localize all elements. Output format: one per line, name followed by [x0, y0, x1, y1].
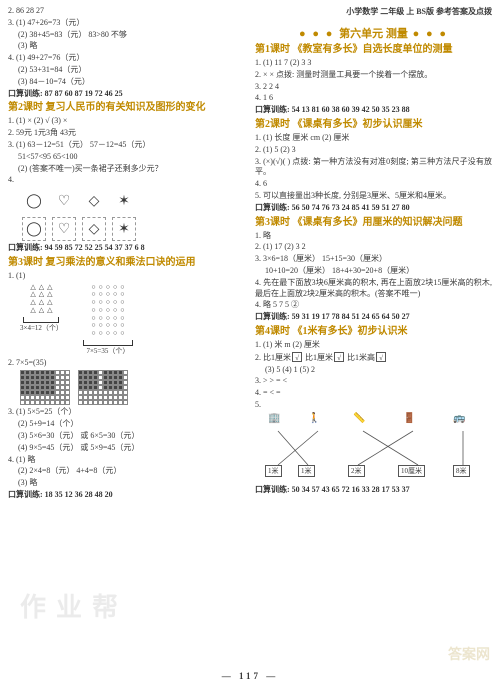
text: (3) 略 [8, 41, 245, 52]
star-dashed: ✶ [112, 217, 136, 241]
heart-dashed: ♡ [52, 217, 76, 241]
lesson-heading: 第3课时 《课桌有多长》用厘米的知识解决问题 [255, 217, 492, 229]
page-header: 小学数学 二年级 上 BS版 参考答案及点拨 [255, 6, 492, 21]
unit-title: ● ● ● 第六单元 测量 ● ● ● [255, 25, 492, 41]
text: 2. 7×5=(35) [8, 358, 245, 369]
watermark-corner: 答案网 [448, 644, 490, 664]
training-label: 口算训练: 18 35 12 36 28 48 20 [8, 490, 113, 499]
text: (3) 5 (4) 1 (5) 2 [255, 365, 492, 376]
label: 10厘米 [398, 465, 425, 477]
text: 2. 86 28 27 [8, 6, 245, 17]
label: 1米 [265, 465, 282, 477]
ruler-icon: 📏 [353, 413, 365, 424]
training-label: 口算训练: 87 87 60 87 19 72 46 25 [8, 89, 123, 98]
bus-icon: 🚌 [453, 413, 465, 424]
text: 1. 略 [255, 231, 492, 242]
text: (3) 略 [8, 478, 245, 489]
text: 4. (1) 49+27=76（元） [8, 53, 245, 64]
building-icon: 🏢 [268, 413, 280, 424]
page-number: — 117 — [0, 671, 500, 681]
text: 1. (1) × (2) √ (3) × [8, 116, 245, 127]
text: 10+10=20（厘米） 18+4+30=20+8（厘米） [255, 266, 492, 277]
star-shape: ✶ [112, 189, 136, 213]
lesson-heading: 第3课时 复习乘法的意义和乘法口诀的运用 [8, 257, 245, 269]
circle-dashed: ◯ [22, 217, 46, 241]
grid-1 [20, 370, 70, 405]
training-label: 口算训练: 94 59 85 72 52 25 54 37 37 6 8 [8, 243, 145, 252]
equation: 7×5=35（个） [86, 346, 129, 356]
text: 4. = < = [255, 388, 492, 399]
label: 8米 [453, 465, 470, 477]
text: 3. (×)(√)( ) 点拨: 第一种方法没有对准0刻度; 第三种方法尺子没有… [255, 157, 492, 179]
text: 1. (1) 长度 厘米 cm (2) 厘米 [255, 133, 492, 144]
text: 4. 1 6 [255, 93, 492, 104]
text: 2. (1) 17 (2) 3 2 [255, 242, 492, 253]
grid-diagrams [8, 370, 245, 405]
circle-shape: ◯ [22, 189, 46, 213]
matching-diagram: 🏢 🚶 📏 🚪 🚌 1米 1米 2米 10厘米 8米 [263, 413, 492, 483]
text: (2) (答案不唯一)买一条裙子还剩多少元？ [8, 164, 245, 175]
text: 3. 3×6=18（厘米） 15+15=30（厘米） [255, 254, 492, 265]
lesson-heading: 第4课时 《1米有多长》初步认识米 [255, 326, 492, 338]
shapes-row: ◯ ♡ ◇ ✶ [8, 187, 245, 215]
training-label: 口算训练: 50 34 57 43 65 72 16 33 28 17 53 3… [255, 485, 410, 494]
text: 2. (1) 5 (2) 3 [255, 145, 492, 156]
text: 5. [255, 400, 492, 411]
training-label: 口算训练: 56 50 74 76 73 24 85 41 59 51 27 8… [255, 203, 410, 212]
text: 2. × × 点拨: 测量时测量工具要一个挨着一个摆放。 [255, 70, 492, 81]
unit-text: 第六单元 测量 [339, 28, 408, 40]
diamond-dashed: ◇ [82, 217, 106, 241]
shapes-row: ◯ ♡ ◇ ✶ [8, 215, 245, 243]
text: 3. (1) 5×5=25（个） [8, 407, 245, 418]
text: 5. 可以直接量出3种长度, 分别是3厘米、5厘米和4厘米。 [255, 191, 492, 202]
text: (2) 5+9=14（个） [8, 419, 245, 430]
text: (3) 5×6=30（元） 或 6×5=30（元） [8, 431, 245, 442]
text: 3. > > = < [255, 376, 492, 387]
text: (2) 2×4=8（元） 4+4=8（元） [8, 466, 245, 477]
person-icon: 🚶 [308, 413, 320, 424]
text: 1. (1) 米 m (2) 厘米 [255, 340, 492, 351]
grid-2 [78, 370, 128, 405]
text: (4) 9×5=45（元） 或 5×9=45（元） [8, 443, 245, 454]
text: 4. 6 [255, 179, 492, 190]
left-column: 2. 86 28 27 3. (1) 47+26=73（元） (2) 38+45… [8, 6, 245, 502]
diamond-shape: ◇ [82, 189, 106, 213]
text: 3. 2 2 4 [255, 82, 492, 93]
heart-shape: ♡ [52, 189, 76, 213]
text: 3. (1) 63－12=51（元） 57－12=45（元） [8, 140, 245, 151]
text: 1. (1) 11 7 (2) 3 3 [255, 58, 492, 69]
text: 4. [8, 175, 245, 186]
text: 51<57<95 65<100 [8, 152, 245, 163]
text: 4. 先在最下面放3块6厘米高的积木, 再在上面放2块15厘米高的积木, 最后在… [255, 278, 492, 300]
door-icon: 🚪 [403, 413, 415, 424]
lesson-heading: 第1课时 《教室有多长》自选长度单位的测量 [255, 44, 492, 56]
text: (2) 38+45=83（元） 83>80 不够 [8, 30, 245, 41]
lesson-heading: 第2课时 《课桌有多长》初步认识厘米 [255, 119, 492, 131]
text: 4. 略 5 7 5 ② [255, 300, 492, 311]
training-label: 口算训练: 59 31 19 17 78 84 51 24 65 64 50 2… [255, 312, 410, 321]
equation: 3×4=12（个） [20, 323, 63, 333]
lesson-heading: 第2课时 复习人民币的有关知识及图形的变化 [8, 102, 245, 114]
text: 2. 比1厘米√ 比1厘米√ 比1米高√ [255, 352, 492, 364]
label: 1米 [298, 465, 315, 477]
triangle-grid: △△△ △△△ △△△ △△△ 3×4=12（个） ○○○○○ ○○○○○ ○○… [8, 284, 245, 356]
text: 1. (1) [8, 271, 245, 282]
text: (2) 53+31=84（元） [8, 65, 245, 76]
text: 3. (1) 47+26=73（元） [8, 18, 245, 29]
text: (3) 84－10=74（元） [8, 77, 245, 88]
text: 2. 59元 1元3角 43元 [8, 128, 245, 139]
watermark: 作业帮 [20, 587, 128, 624]
text: 4. (1) 略 [8, 455, 245, 466]
right-column: 小学数学 二年级 上 BS版 参考答案及点拨 ● ● ● 第六单元 测量 ● ●… [255, 6, 492, 502]
label: 2米 [348, 465, 365, 477]
training-label: 口算训练: 54 13 81 60 38 60 39 42 50 35 23 8… [255, 105, 410, 114]
